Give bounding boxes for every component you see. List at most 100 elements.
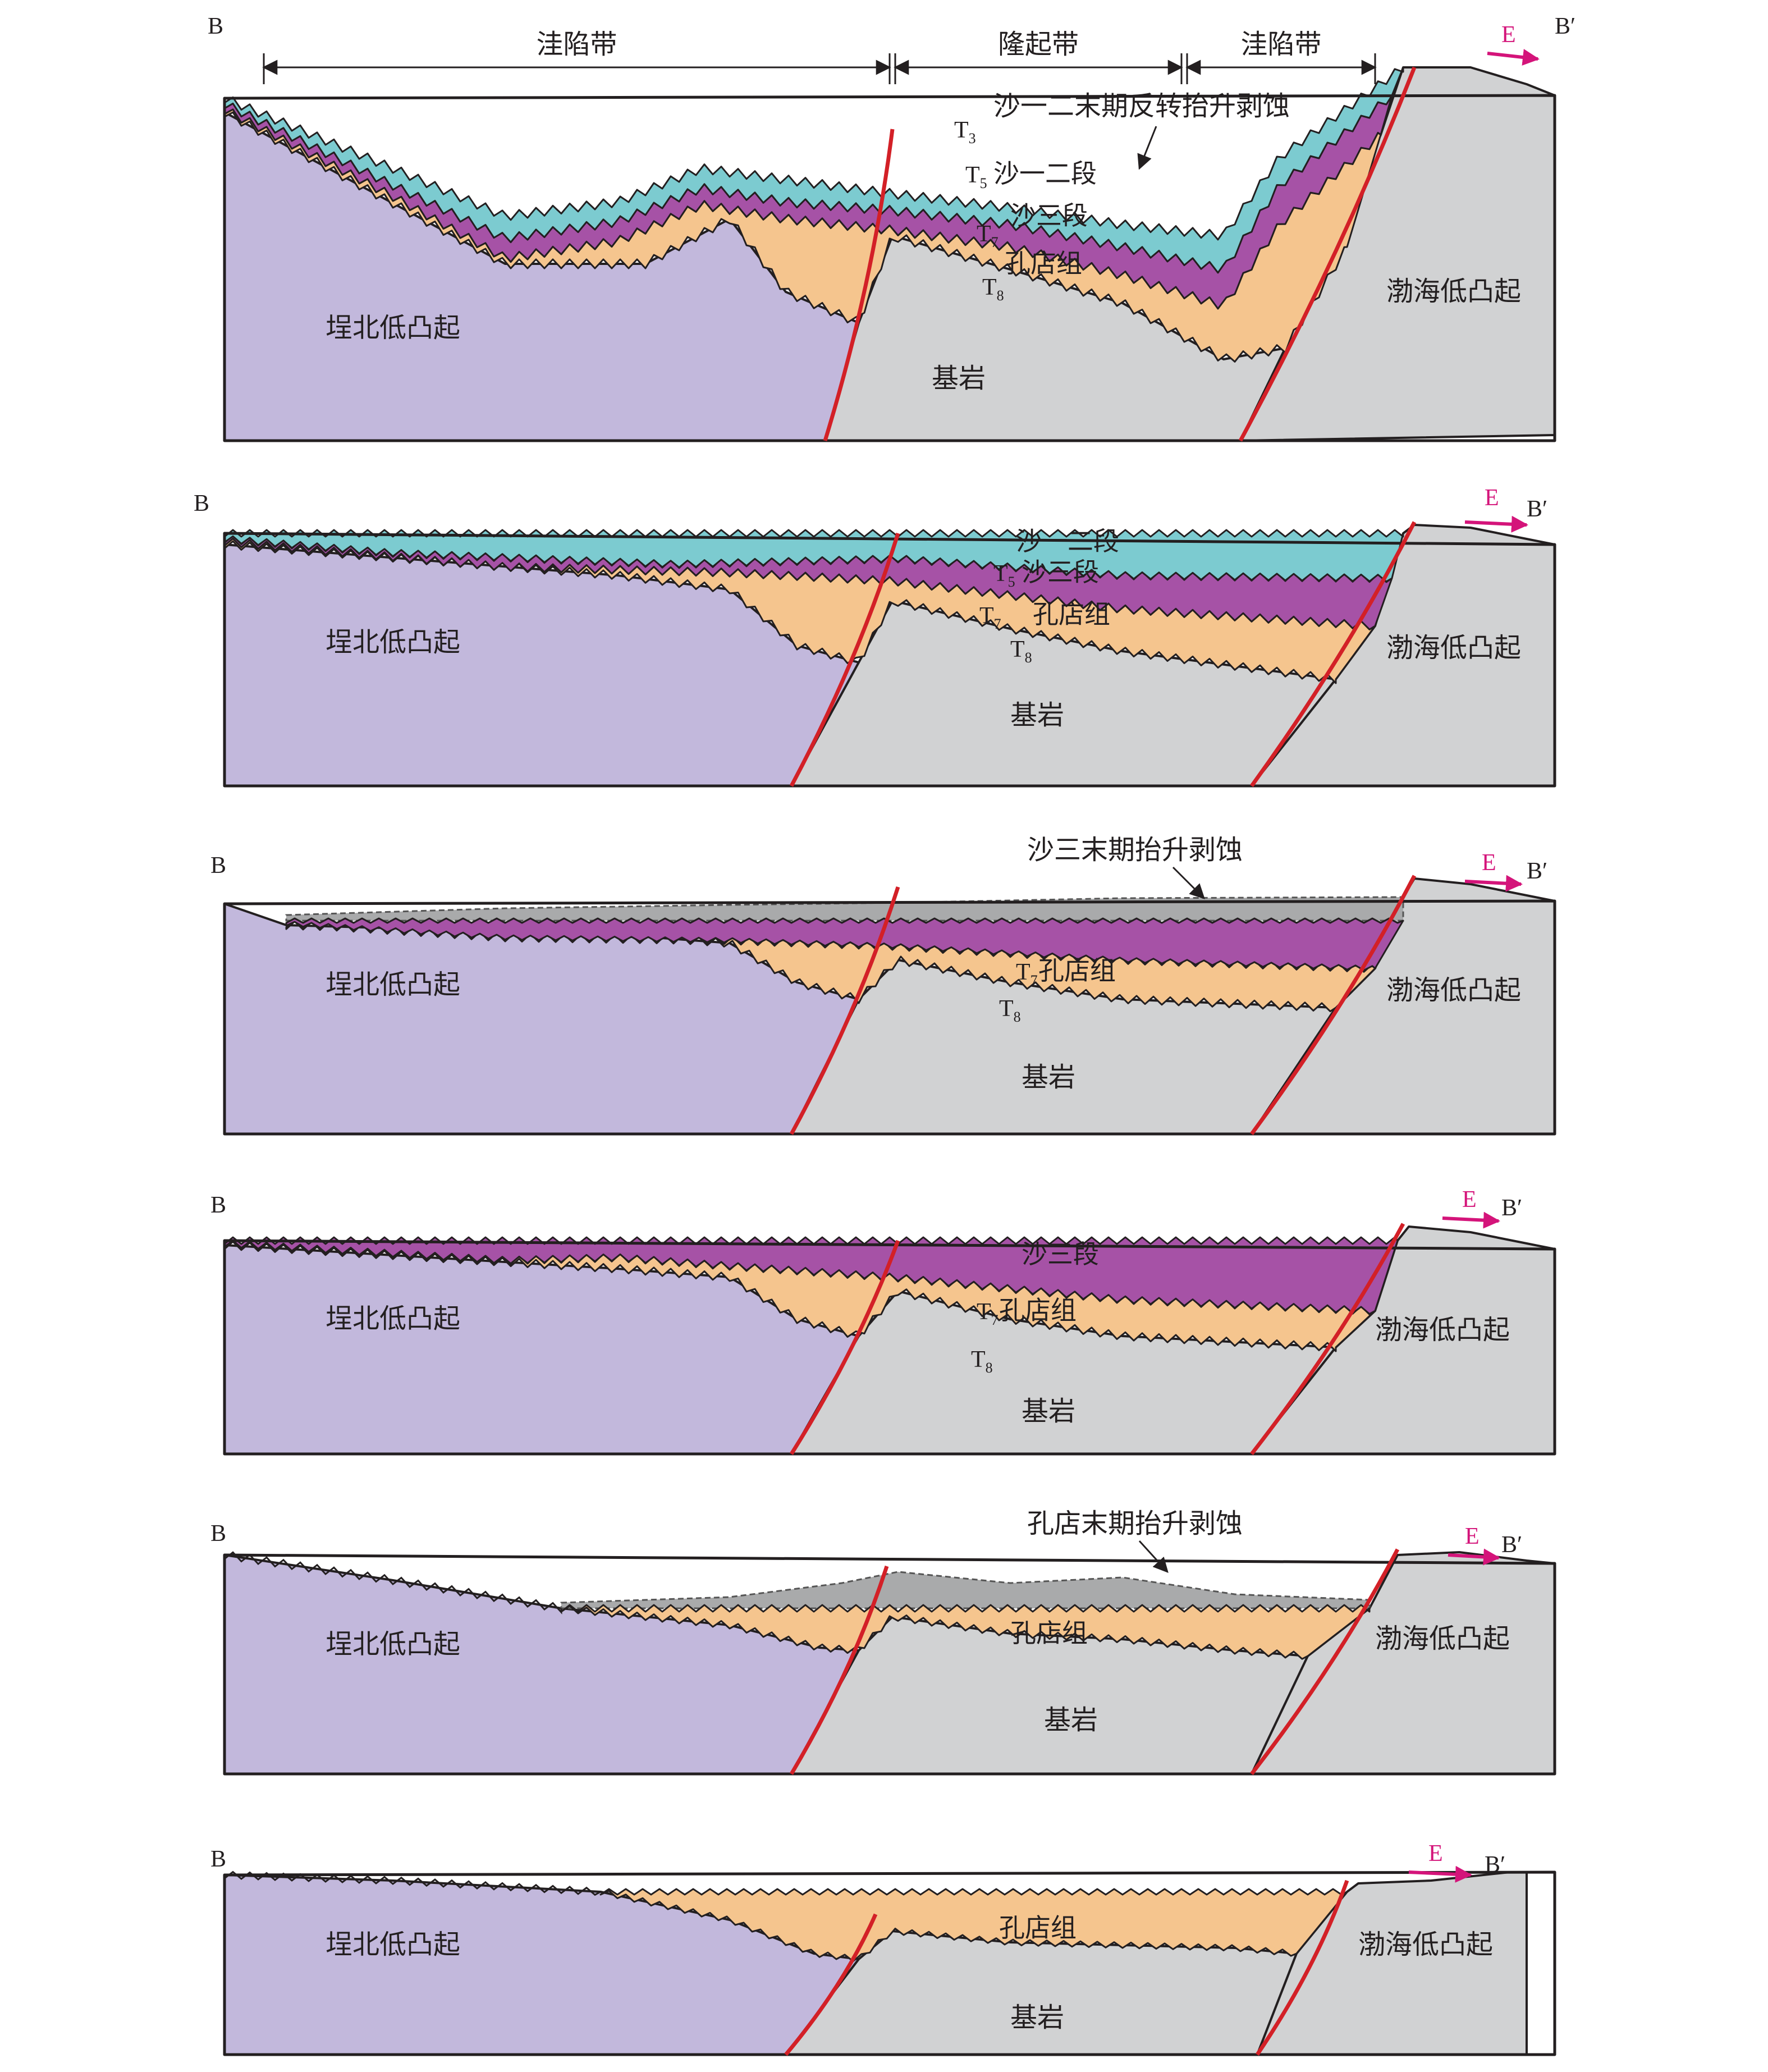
event-pointer [1172, 866, 1205, 899]
fault-left [789, 886, 900, 1135]
east-label: E [1482, 850, 1496, 876]
zone-label-left: 洼陷带 [536, 29, 617, 60]
label-right-uplift: 渤海低凸起 [1386, 276, 1521, 307]
direction-b: B [210, 1846, 226, 1872]
label-sha12: 沙一二段 [993, 158, 1097, 189]
zone-label-right: 洼陷带 [1240, 29, 1321, 60]
direction-b-prime: B′ [1527, 858, 1547, 884]
section-frame [223, 94, 1556, 442]
fault-left [789, 1565, 889, 1775]
direction-b-prime: B′ [1501, 1195, 1522, 1221]
label-basement: 基岩 [1010, 2002, 1064, 2033]
label-kongdian: 孔店组 [999, 1913, 1077, 1943]
label-left-uplift: 埕北低凸起 [326, 969, 460, 1000]
fault-left [784, 1913, 878, 2056]
east-label: E [1462, 1187, 1477, 1213]
label-left-uplift: 埕北低凸起 [326, 1629, 460, 1660]
label-sha3: 沙三段 [1022, 557, 1099, 587]
east-label: E [1465, 1524, 1480, 1549]
section-frame [223, 1870, 1556, 2056]
section-frame [223, 1239, 1556, 1456]
eroded-section [560, 1571, 1371, 1609]
east-arrow [1464, 515, 1528, 533]
fault-left [790, 1239, 900, 1455]
label-basement: 基岩 [1044, 1704, 1098, 1736]
sha12-layer [223, 529, 1404, 583]
fault-right [1250, 1548, 1400, 1776]
east-label: E [1501, 22, 1516, 48]
event-pointer [1137, 126, 1157, 170]
direction-b: B [210, 853, 226, 879]
section-frame [223, 532, 1556, 788]
label-basement: 基岩 [1022, 1396, 1075, 1427]
label-kongdian: 孔店组 [1033, 599, 1110, 629]
kongdian-layer [599, 1888, 1348, 1963]
surface-line [224, 1551, 562, 1614]
direction-b: B [194, 491, 209, 516]
label-sha3: 沙三段 [1010, 200, 1088, 231]
label-right-uplift: 渤海低凸起 [1375, 1314, 1510, 1346]
event-annotation: 孔店末期抬升剥蚀 [1027, 1508, 1243, 1539]
event-annotation: 沙一二末期反转抬升剥蚀 [993, 90, 1290, 122]
direction-b: B [210, 1521, 226, 1547]
horizon-t5: T5 [965, 162, 987, 191]
event-pointer [1138, 1540, 1169, 1573]
label-left-uplift: 埕北低凸起 [326, 1303, 460, 1334]
label-kongdian: 孔店组 [1005, 248, 1082, 278]
zone-label-middle: 隆起带 [998, 29, 1079, 60]
east-arrow [1487, 49, 1540, 66]
label-right-uplift: 渤海低凸起 [1386, 975, 1521, 1006]
left-uplift-block [223, 1554, 860, 1775]
east-arrow [1408, 1865, 1472, 1883]
east-label: E [1485, 485, 1499, 511]
label-kongdian: 孔店组 [1038, 955, 1116, 986]
section-frame [223, 899, 1556, 1136]
fault-right [1250, 875, 1417, 1136]
label-basement: 基岩 [1022, 1062, 1075, 1093]
horizon-t3: T3 [954, 117, 976, 147]
kongdian-layer [560, 1604, 1371, 1660]
event-annotation: 沙三末期抬升剥蚀 [1027, 834, 1243, 866]
east-arrow [1448, 1548, 1500, 1566]
label-sha12: 沙一二段 [1016, 526, 1119, 556]
direction-b: B [210, 1192, 226, 1218]
fault-left [823, 129, 895, 442]
label-left-uplift: 埕北低凸起 [326, 312, 460, 344]
label-basement: 基岩 [1010, 699, 1064, 731]
label-basement: 基岩 [932, 363, 986, 394]
horizon-t5: T5 [993, 561, 1015, 590]
east-label: E [1428, 1841, 1443, 1867]
label-left-uplift: 埕北低凸起 [326, 1929, 460, 1960]
label-right-uplift: 渤海低凸起 [1358, 1929, 1493, 1960]
fault-right [1238, 66, 1417, 442]
fault-right [1250, 521, 1417, 788]
label-kongdian: 孔店组 [1010, 1618, 1088, 1648]
direction-b-prime: B′ [1527, 496, 1547, 522]
direction-b-prime: B′ [1555, 13, 1575, 39]
section-frame [223, 1553, 1556, 1776]
label-sha3: 沙三段 [1022, 1239, 1099, 1269]
fault-left [789, 532, 900, 787]
direction-b-prime: B′ [1501, 1532, 1522, 1558]
zone-bar: 洼陷带 隆起带 洼陷带 [262, 29, 1377, 84]
direction-b: B [208, 13, 223, 39]
direction-b-prime: B′ [1485, 1852, 1505, 1878]
label-kongdian: 孔店组 [999, 1295, 1077, 1325]
label-right-uplift: 渤海低凸起 [1375, 1623, 1510, 1654]
sha12-layer [223, 66, 1404, 274]
surface-line [224, 1870, 601, 1896]
label-right-uplift: 渤海低凸起 [1386, 632, 1521, 664]
label-left-uplift: 埕北低凸起 [326, 626, 460, 658]
east-arrow [1464, 875, 1523, 892]
sha3-layer [285, 917, 1404, 971]
fault-right [1256, 1879, 1349, 2056]
fault-right [1250, 1223, 1405, 1456]
east-arrow [1442, 1211, 1500, 1229]
